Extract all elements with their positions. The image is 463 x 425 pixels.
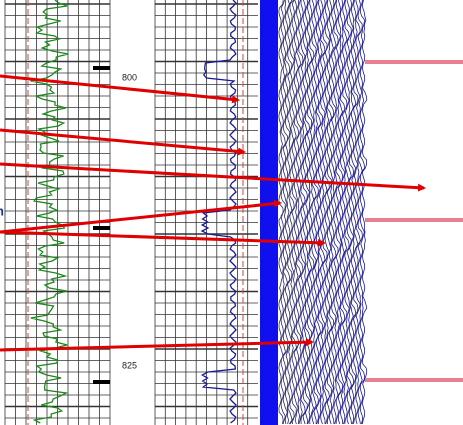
edge-text: n	[0, 203, 4, 218]
trace	[328, 0, 335, 425]
depth-label: 800	[122, 72, 137, 82]
arrow	[0, 338, 314, 352]
trace	[350, 0, 357, 425]
arrow	[0, 162, 426, 192]
trace	[359, 0, 366, 425]
trace	[342, 0, 348, 425]
arrow	[0, 74, 240, 104]
trace	[357, 0, 363, 425]
trace	[326, 0, 333, 425]
trace	[289, 0, 295, 425]
trace	[300, 0, 306, 425]
trace	[280, 0, 286, 425]
depth-ticks	[93, 66, 110, 384]
trace	[344, 0, 350, 425]
arrows	[0, 74, 426, 352]
seismic-traces	[278, 0, 368, 425]
depth-label: 825	[122, 360, 137, 370]
trace	[317, 0, 324, 424]
trace	[322, 0, 328, 424]
blue-band	[260, 0, 278, 425]
trace	[331, 0, 337, 425]
trace	[324, 0, 330, 425]
label-bg	[118, 70, 148, 86]
trace	[295, 0, 302, 425]
trace	[335, 0, 341, 425]
depth-tick	[93, 226, 110, 230]
trace	[282, 0, 289, 425]
trace	[302, 0, 308, 425]
trace	[339, 0, 346, 425]
arrow	[0, 128, 246, 156]
trace	[361, 0, 368, 425]
trace	[320, 0, 326, 425]
arrow	[0, 199, 282, 234]
depth-tick	[93, 380, 110, 384]
trace	[291, 0, 297, 425]
trace	[353, 0, 359, 425]
trace	[298, 0, 304, 425]
label-bg	[118, 358, 148, 374]
trace	[355, 0, 361, 425]
trace	[304, 0, 311, 425]
depth-tick	[93, 66, 110, 70]
gamma-curve	[30, 0, 69, 424]
trace	[346, 0, 352, 425]
trace	[306, 0, 313, 425]
trace	[315, 0, 322, 425]
resistivity-curve	[200, 0, 237, 424]
trace	[348, 0, 355, 425]
trace	[278, 0, 284, 425]
trace	[284, 0, 291, 425]
trace	[311, 0, 317, 425]
marker-lines	[365, 60, 463, 382]
arrow	[0, 230, 326, 247]
trace	[313, 0, 319, 425]
log-curves	[27, 0, 244, 425]
trace	[337, 0, 344, 425]
trace	[333, 0, 339, 425]
trace	[309, 0, 315, 425]
log-grid	[4, 0, 258, 425]
